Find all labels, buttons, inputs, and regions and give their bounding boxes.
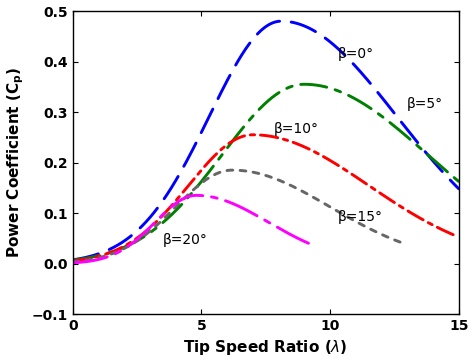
Text: β=10°: β=10°	[273, 122, 319, 136]
Text: β=15°: β=15°	[338, 210, 383, 224]
Text: β=5°: β=5°	[407, 98, 443, 111]
Y-axis label: Power Coefficient ($\mathbf{C_p}$): Power Coefficient ($\mathbf{C_p}$)	[6, 67, 26, 258]
X-axis label: Tip Speed Ratio ($\lambda$): Tip Speed Ratio ($\lambda$)	[183, 338, 348, 358]
Text: β=20°: β=20°	[163, 233, 208, 247]
Text: β=0°: β=0°	[338, 47, 374, 61]
